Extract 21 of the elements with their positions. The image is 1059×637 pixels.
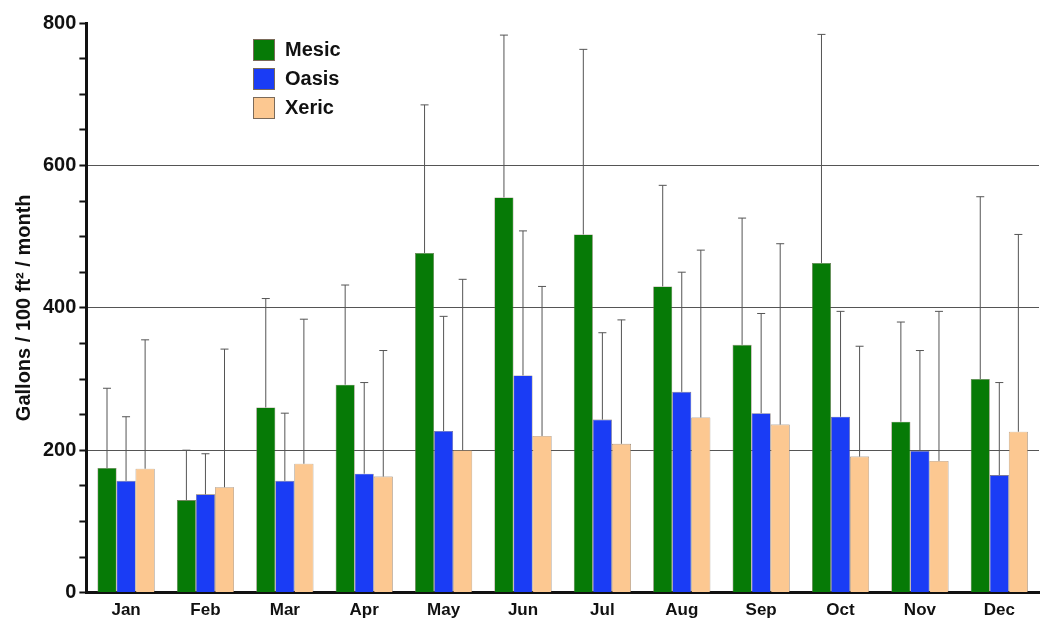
y-tick-label: 600 xyxy=(42,152,77,175)
x-tick-label: Sep xyxy=(745,600,777,620)
legend-label: Xeric xyxy=(285,96,334,119)
x-tick-label: Feb xyxy=(190,600,221,620)
x-tick-label: Oct xyxy=(826,600,856,620)
x-tick-label: Jun xyxy=(507,600,539,620)
x-tick-label: May xyxy=(427,600,461,620)
x-tick-label: Nov xyxy=(903,600,937,620)
x-tick-label: Apr xyxy=(349,600,380,620)
x-tick-label: Jan xyxy=(111,600,141,620)
y-tick-label: 400 xyxy=(42,295,77,318)
x-tick-label: Mar xyxy=(269,600,301,620)
y-tick-label: 0 xyxy=(65,580,77,603)
x-tick-label: Dec xyxy=(983,600,1015,620)
y-tick-label: 200 xyxy=(42,437,77,460)
y-tick-label: 800 xyxy=(42,10,77,33)
legend-label: Oasis xyxy=(285,67,340,90)
legend-label: Mesic xyxy=(285,38,341,61)
x-tick-label: Aug xyxy=(665,600,699,620)
y-axis-title: Gallons / 100 ft² / month xyxy=(11,194,34,422)
x-tick-label: Jul xyxy=(590,600,615,620)
